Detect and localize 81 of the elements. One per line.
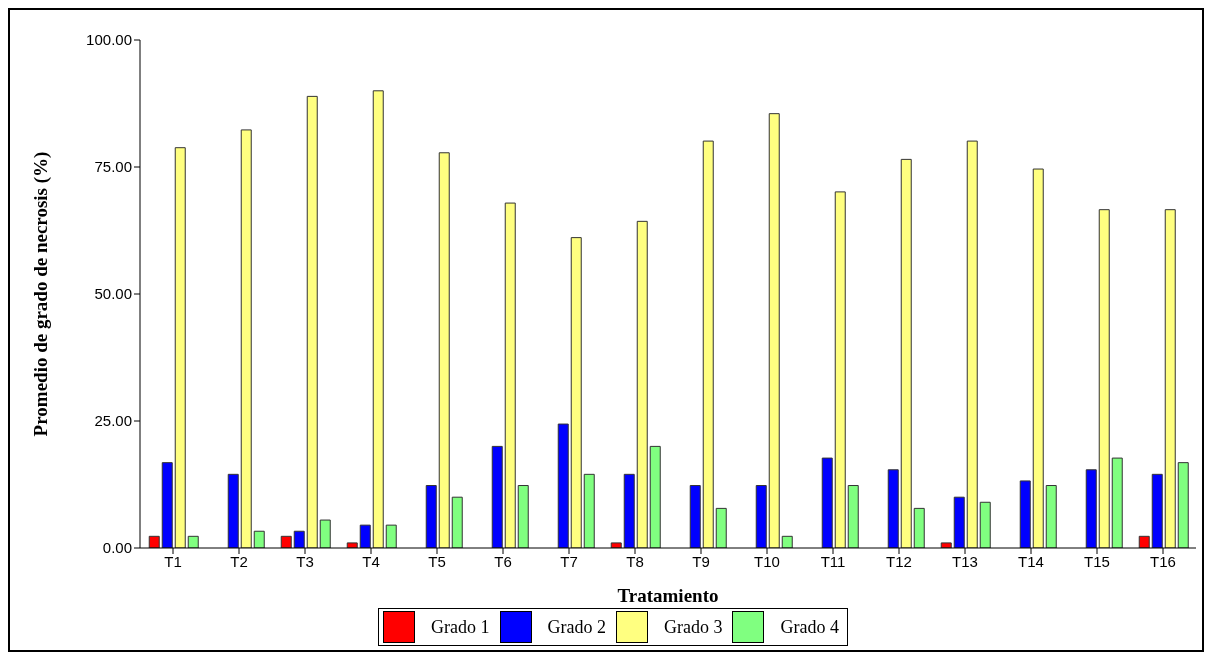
bar xyxy=(161,462,173,548)
bar xyxy=(781,535,793,548)
bar xyxy=(702,140,714,548)
bar xyxy=(1045,485,1057,548)
bar xyxy=(1164,209,1176,548)
bar xyxy=(385,524,397,548)
bar xyxy=(306,95,318,548)
y-tick-label: 25.00 xyxy=(94,412,132,430)
bar xyxy=(240,129,252,548)
bar xyxy=(583,473,595,548)
x-tick-label: T2 xyxy=(230,552,248,570)
bar xyxy=(280,535,292,548)
bar xyxy=(319,519,331,548)
bar xyxy=(570,237,582,548)
y-tick-label: 50.00 xyxy=(94,285,132,303)
x-tick-label: T11 xyxy=(820,552,846,570)
bar xyxy=(359,524,371,548)
x-tick-label: T12 xyxy=(886,552,912,570)
bar xyxy=(755,485,767,548)
bar xyxy=(913,507,925,548)
bar xyxy=(847,485,859,548)
bar xyxy=(425,485,437,548)
bar xyxy=(491,445,503,548)
bar xyxy=(174,147,186,548)
y-tick-label: 100.00 xyxy=(86,31,132,49)
bar xyxy=(768,113,780,548)
bar xyxy=(1085,469,1097,548)
x-tick-label: T15 xyxy=(1084,552,1110,570)
bar xyxy=(293,530,305,548)
bar xyxy=(689,485,701,548)
y-tick-label: 0.00 xyxy=(102,539,132,557)
x-tick-label: T4 xyxy=(362,552,380,570)
x-tick-label: T9 xyxy=(692,552,710,570)
bar xyxy=(649,445,661,548)
bar xyxy=(1098,209,1110,548)
y-axis-title: Promedio de grado de necrosis (%) xyxy=(29,151,52,437)
x-tick-label: T16 xyxy=(1150,552,1176,570)
bar xyxy=(623,473,635,548)
bar xyxy=(1151,473,1163,548)
bar xyxy=(715,507,727,548)
bar xyxy=(438,152,450,548)
x-tick-label: T14 xyxy=(1018,552,1044,570)
x-tick-label: T7 xyxy=(560,552,578,570)
bar xyxy=(636,220,648,548)
bar xyxy=(1032,168,1044,548)
legend-label: Grado 1 xyxy=(430,616,491,638)
x-tick-label: T8 xyxy=(626,552,644,570)
bar xyxy=(346,542,358,548)
bar xyxy=(504,202,516,548)
bar xyxy=(148,535,160,548)
bar xyxy=(887,469,899,548)
bar xyxy=(979,501,991,548)
bar xyxy=(451,496,463,548)
bar xyxy=(372,90,384,548)
y-tick-label: 75.00 xyxy=(94,158,132,176)
bar xyxy=(834,191,846,548)
bar xyxy=(1177,462,1189,548)
x-tick-label: T1 xyxy=(164,552,182,570)
x-tick-label: T10 xyxy=(754,552,780,570)
legend-label: Grado 2 xyxy=(546,616,607,638)
bar xyxy=(821,457,833,548)
bar xyxy=(900,158,912,548)
x-axis-title: Tratamiento xyxy=(617,585,719,606)
x-tick-label: T5 xyxy=(428,552,446,570)
x-tick-label: T3 xyxy=(296,552,314,570)
x-tick-label: T13 xyxy=(952,552,978,570)
legend-label: Grado 3 xyxy=(663,616,724,638)
bar xyxy=(187,535,199,548)
bar xyxy=(966,140,978,548)
legend-label: Grado 4 xyxy=(779,616,840,638)
x-tick-label: T6 xyxy=(494,552,512,570)
bar xyxy=(953,496,965,548)
bar xyxy=(1111,457,1123,548)
bar xyxy=(517,485,529,548)
bar xyxy=(557,423,569,548)
bar xyxy=(1019,480,1031,548)
bar xyxy=(940,542,952,548)
bar xyxy=(253,530,265,548)
bar xyxy=(610,542,622,548)
bar xyxy=(227,473,239,548)
bar xyxy=(1138,535,1150,548)
